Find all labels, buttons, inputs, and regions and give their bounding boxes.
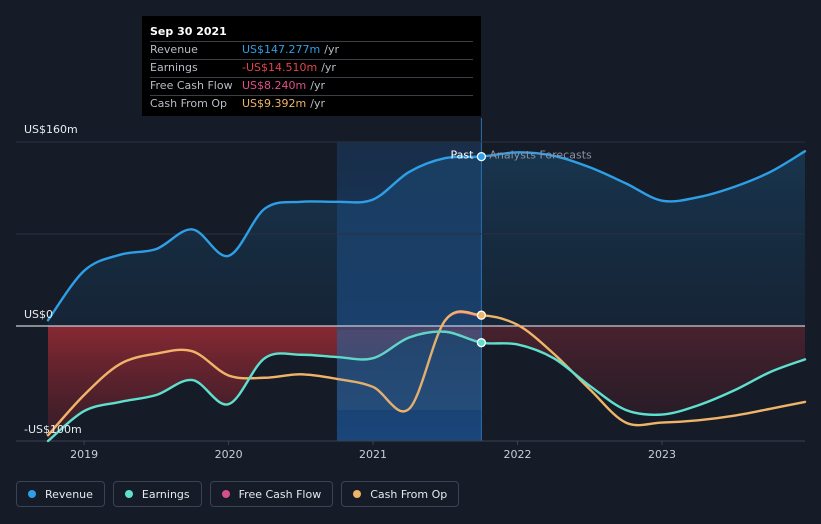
tooltip-value: US$147.277m: [242, 43, 321, 56]
highlight-dim: [336, 330, 482, 410]
tooltip-unit: /yr: [321, 61, 336, 74]
legend-dot-icon: [353, 490, 362, 498]
y-tick-label: US$160m: [24, 123, 78, 136]
legend-item-earnings[interactable]: Earnings: [112, 481, 202, 507]
tooltip-unit: /yr: [310, 97, 325, 110]
legend-label: Revenue: [45, 487, 93, 501]
tooltip-row-revenue: Revenue US$147.277m /yr: [150, 41, 473, 59]
x-tick-label: 2019: [70, 448, 98, 461]
tooltip-value: US$9.392m: [242, 97, 307, 110]
earnings-line-forecast: [481, 341, 807, 417]
revenue-marker: [476, 151, 487, 162]
earnings-line-past: [46, 330, 482, 443]
legend-label: Free Cash Flow: [238, 487, 322, 501]
tooltip-panel: Sep 30 2021 Revenue US$147.277m /yr Earn…: [142, 16, 481, 116]
x-tick-label: 2022: [504, 448, 532, 461]
tooltip-label: Free Cash Flow: [150, 79, 233, 92]
tooltip-row-free-cash-flow: Free Cash Flow US$8.240m /yr: [150, 77, 473, 95]
legend-dot-icon: [28, 490, 36, 498]
legend-item-revenue[interactable]: Revenue: [16, 481, 105, 507]
legend-label: Cash From Op: [370, 487, 448, 501]
highlight-band: [336, 142, 482, 441]
tooltip-label: Cash From Op: [150, 97, 228, 110]
revenue-line-past: [46, 155, 482, 322]
tooltip-unit: /yr: [324, 43, 339, 56]
past-label: Past: [450, 149, 474, 162]
tooltip-unit: /yr: [310, 79, 325, 92]
legend-item-cash-from-op[interactable]: Cash From Op: [341, 481, 460, 507]
cash-from-op-marker: [476, 310, 487, 320]
revenue-line-forecast: [481, 150, 807, 203]
y-tick-label: US$0: [24, 308, 53, 321]
legend-dot-icon: [221, 490, 230, 498]
tooltip-value: US$8.240m: [242, 79, 307, 92]
tooltip-row-cash-from-op: Cash From Op US$9.392m /yr: [150, 95, 473, 113]
legend-label: Earnings: [141, 487, 190, 501]
x-tick-label: 2020: [215, 448, 243, 461]
cash-from-op-line-past: [46, 310, 482, 437]
tooltip-date: Sep 30 2021: [150, 25, 227, 38]
cash-from-op-line-forecast: [481, 313, 807, 427]
legend-dot-icon: [124, 490, 133, 498]
tooltip-label: Earnings: [150, 61, 198, 74]
earnings-area-forecast: [481, 326, 805, 415]
tooltip-value: -US$14.510m: [242, 61, 318, 74]
tooltip-label: Revenue: [150, 43, 198, 56]
y-tick-label: -US$100m: [24, 423, 82, 436]
tooltip-row-earnings: Earnings -US$14.510m /yr: [150, 59, 473, 77]
legend: Revenue Earnings Free Cash Flow Cash Fro…: [16, 481, 467, 507]
x-tick-label: 2023: [648, 448, 676, 461]
x-tick-label: 2021: [359, 448, 387, 461]
forecast-label: Analysts Forecasts: [489, 149, 592, 162]
legend-item-free-cash-flow[interactable]: Free Cash Flow: [209, 481, 334, 507]
earnings-marker: [476, 338, 487, 348]
